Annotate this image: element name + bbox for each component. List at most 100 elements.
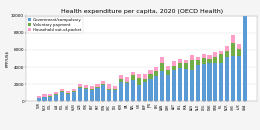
Bar: [101, 85, 106, 101]
Bar: [137, 73, 141, 78]
Bar: [60, 92, 64, 101]
Bar: [202, 64, 206, 101]
Bar: [36, 98, 41, 101]
Bar: [131, 80, 135, 101]
Bar: [137, 78, 141, 85]
Bar: [119, 75, 123, 79]
Bar: [172, 66, 176, 70]
Bar: [219, 51, 223, 54]
Bar: [243, 8, 247, 101]
Bar: [148, 70, 153, 74]
Bar: [219, 54, 223, 63]
Bar: [78, 84, 82, 87]
Legend: Government/compulsory, Voluntary payment, Household out-of-pocket: Government/compulsory, Voluntary payment…: [27, 17, 82, 33]
Bar: [190, 70, 194, 101]
Bar: [166, 75, 170, 101]
Bar: [113, 89, 117, 90]
Bar: [154, 67, 159, 71]
Bar: [142, 74, 147, 79]
Bar: [231, 35, 235, 43]
Bar: [54, 92, 58, 94]
Bar: [190, 56, 194, 60]
Bar: [95, 87, 100, 88]
Bar: [213, 57, 217, 63]
Bar: [172, 70, 176, 101]
Bar: [42, 94, 47, 97]
Bar: [207, 55, 212, 59]
Bar: [60, 89, 64, 91]
Bar: [184, 69, 188, 101]
Bar: [225, 51, 229, 57]
Bar: [202, 54, 206, 58]
Bar: [142, 79, 147, 82]
Bar: [89, 90, 94, 101]
Bar: [213, 53, 217, 57]
Bar: [48, 94, 53, 96]
Bar: [190, 60, 194, 70]
Bar: [119, 79, 123, 82]
Bar: [243, 0, 247, 8]
Bar: [125, 77, 129, 82]
Bar: [107, 84, 111, 89]
Bar: [95, 84, 100, 87]
Bar: [54, 94, 58, 95]
Bar: [125, 83, 129, 101]
Y-axis label: PPP/US$: PPP/US$: [5, 50, 10, 67]
Bar: [160, 63, 164, 71]
Bar: [196, 57, 200, 60]
Bar: [207, 63, 212, 101]
Bar: [166, 70, 170, 75]
Bar: [196, 65, 200, 101]
Bar: [231, 56, 235, 101]
Bar: [184, 60, 188, 63]
Bar: [213, 63, 217, 101]
Bar: [36, 96, 41, 98]
Bar: [101, 81, 106, 84]
Bar: [125, 82, 129, 83]
Bar: [84, 88, 88, 89]
Bar: [60, 91, 64, 92]
Bar: [166, 66, 170, 70]
Bar: [113, 90, 117, 101]
Bar: [237, 49, 241, 56]
Bar: [160, 71, 164, 101]
Bar: [78, 88, 82, 101]
Bar: [72, 89, 76, 91]
Bar: [84, 89, 88, 101]
Bar: [178, 59, 182, 63]
Bar: [237, 56, 241, 101]
Bar: [113, 86, 117, 89]
Bar: [219, 63, 223, 101]
Bar: [196, 60, 200, 65]
Bar: [54, 95, 58, 101]
Bar: [107, 89, 111, 90]
Bar: [131, 75, 135, 80]
Bar: [225, 46, 229, 51]
Bar: [148, 79, 153, 101]
Bar: [148, 74, 153, 79]
Title: Health expenditure per capita, 2020 (OECD Health): Health expenditure per capita, 2020 (OEC…: [61, 9, 223, 14]
Bar: [137, 85, 141, 101]
Bar: [89, 89, 94, 90]
Bar: [101, 84, 106, 85]
Bar: [154, 76, 159, 101]
Bar: [207, 59, 212, 63]
Bar: [184, 63, 188, 69]
Bar: [131, 73, 135, 75]
Bar: [237, 44, 241, 49]
Bar: [160, 57, 164, 63]
Bar: [66, 93, 70, 101]
Bar: [72, 92, 76, 101]
Bar: [202, 58, 206, 64]
Bar: [119, 82, 123, 101]
Bar: [178, 68, 182, 101]
Bar: [72, 91, 76, 92]
Bar: [66, 90, 70, 93]
Bar: [231, 43, 235, 56]
Bar: [107, 90, 111, 101]
Bar: [178, 63, 182, 68]
Bar: [48, 96, 53, 97]
Bar: [89, 86, 94, 89]
Bar: [172, 61, 176, 66]
Bar: [48, 97, 53, 101]
